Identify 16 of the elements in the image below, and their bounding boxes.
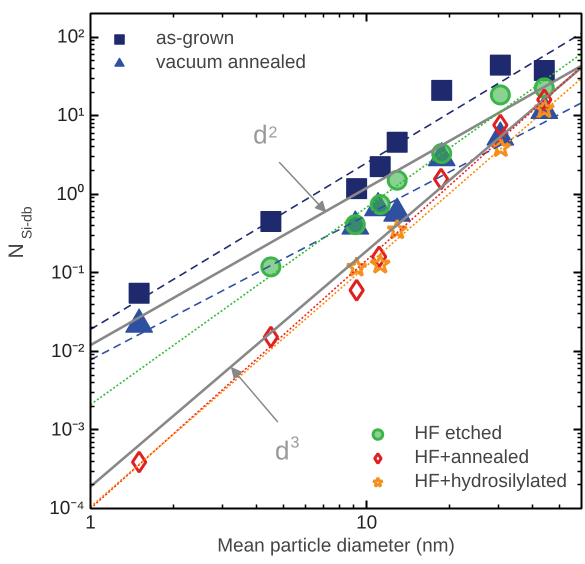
y-tick-label: 10⁻³ bbox=[51, 419, 85, 440]
y-tick-label: 10⁻¹ bbox=[51, 262, 85, 284]
legend-label: HF+hydrosilylated bbox=[414, 471, 567, 493]
x-tick-label: 1 bbox=[85, 512, 96, 534]
y-tick-label: 10⁻⁴ bbox=[49, 498, 85, 519]
y-tick-label: 10¹ bbox=[57, 105, 85, 126]
y-tick-label: 10⁰ bbox=[56, 182, 85, 205]
y-tick-label: 10² bbox=[57, 26, 85, 48]
y-axis-title: NSi-db bbox=[5, 206, 34, 258]
x-tick-label: 10 bbox=[356, 512, 378, 534]
x-axis-title: Mean particle diameter (nm) bbox=[217, 536, 455, 556]
legend-label: vacuum annealed bbox=[156, 52, 306, 74]
legend-label: HF etched bbox=[414, 423, 502, 445]
legend-label: HF+annealed bbox=[414, 447, 530, 469]
y-tick-label: 10⁻² bbox=[51, 340, 85, 362]
legend-label: as-grown bbox=[156, 28, 234, 50]
